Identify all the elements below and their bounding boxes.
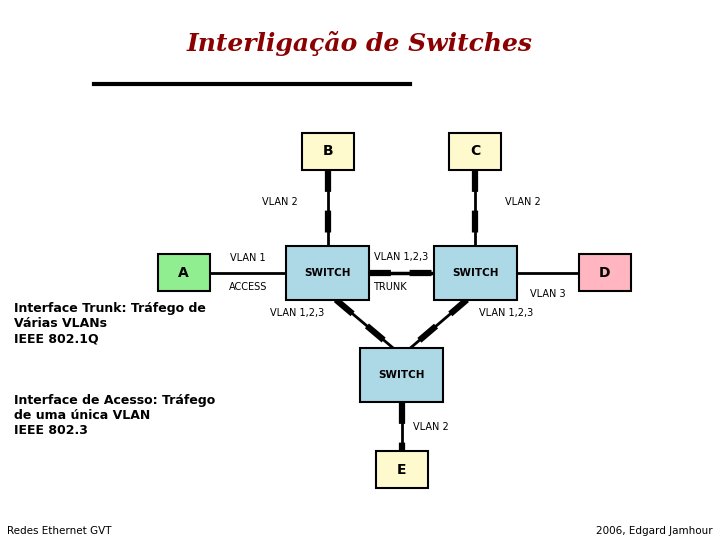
Text: A: A <box>179 266 189 280</box>
Text: SWITCH: SWITCH <box>305 268 351 278</box>
Text: D: D <box>599 266 611 280</box>
Text: VLAN 2: VLAN 2 <box>505 197 541 207</box>
Text: SWITCH: SWITCH <box>452 268 498 278</box>
Text: VLAN 1,2,3: VLAN 1,2,3 <box>270 308 324 318</box>
Bar <box>433 246 517 300</box>
Text: C: C <box>470 144 480 158</box>
Text: VLAN 2: VLAN 2 <box>413 422 449 432</box>
Bar <box>287 246 369 300</box>
Bar <box>579 254 631 291</box>
Text: VLAN 3: VLAN 3 <box>530 289 565 299</box>
Text: ACCESS: ACCESS <box>229 282 267 293</box>
Text: TRUNK: TRUNK <box>373 282 406 293</box>
Text: VLAN 1: VLAN 1 <box>230 253 266 263</box>
Text: Interface Trunk: Tráfego de
Várias VLANs
IEEE 802.1Q: Interface Trunk: Tráfego de Várias VLANs… <box>14 302 206 346</box>
Text: 2006, Edgard Jamhour: 2006, Edgard Jamhour <box>596 525 713 536</box>
Text: B: B <box>323 144 333 158</box>
Text: Redes Ethernet GVT: Redes Ethernet GVT <box>7 525 112 536</box>
Text: E: E <box>397 463 407 477</box>
Bar <box>361 348 444 402</box>
Text: Interligação de Switches: Interligação de Switches <box>187 31 533 56</box>
Bar <box>376 451 428 488</box>
Bar <box>158 254 210 291</box>
Bar <box>302 133 354 170</box>
Bar <box>449 133 501 170</box>
Text: Interface de Acesso: Tráfego
de uma única VLAN
IEEE 802.3: Interface de Acesso: Tráfego de uma únic… <box>14 394 216 437</box>
Text: SWITCH: SWITCH <box>379 370 425 380</box>
Text: VLAN 1,2,3: VLAN 1,2,3 <box>479 308 533 318</box>
Text: VLAN 2: VLAN 2 <box>262 197 298 207</box>
Text: VLAN 1,2,3: VLAN 1,2,3 <box>374 252 428 262</box>
